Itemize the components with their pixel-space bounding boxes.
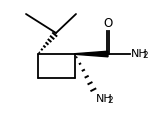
Polygon shape — [75, 51, 108, 57]
Text: O: O — [103, 17, 113, 30]
Text: 2: 2 — [142, 52, 148, 60]
Text: NH: NH — [96, 94, 113, 104]
Text: 2: 2 — [107, 96, 113, 105]
Text: NH: NH — [131, 49, 148, 59]
